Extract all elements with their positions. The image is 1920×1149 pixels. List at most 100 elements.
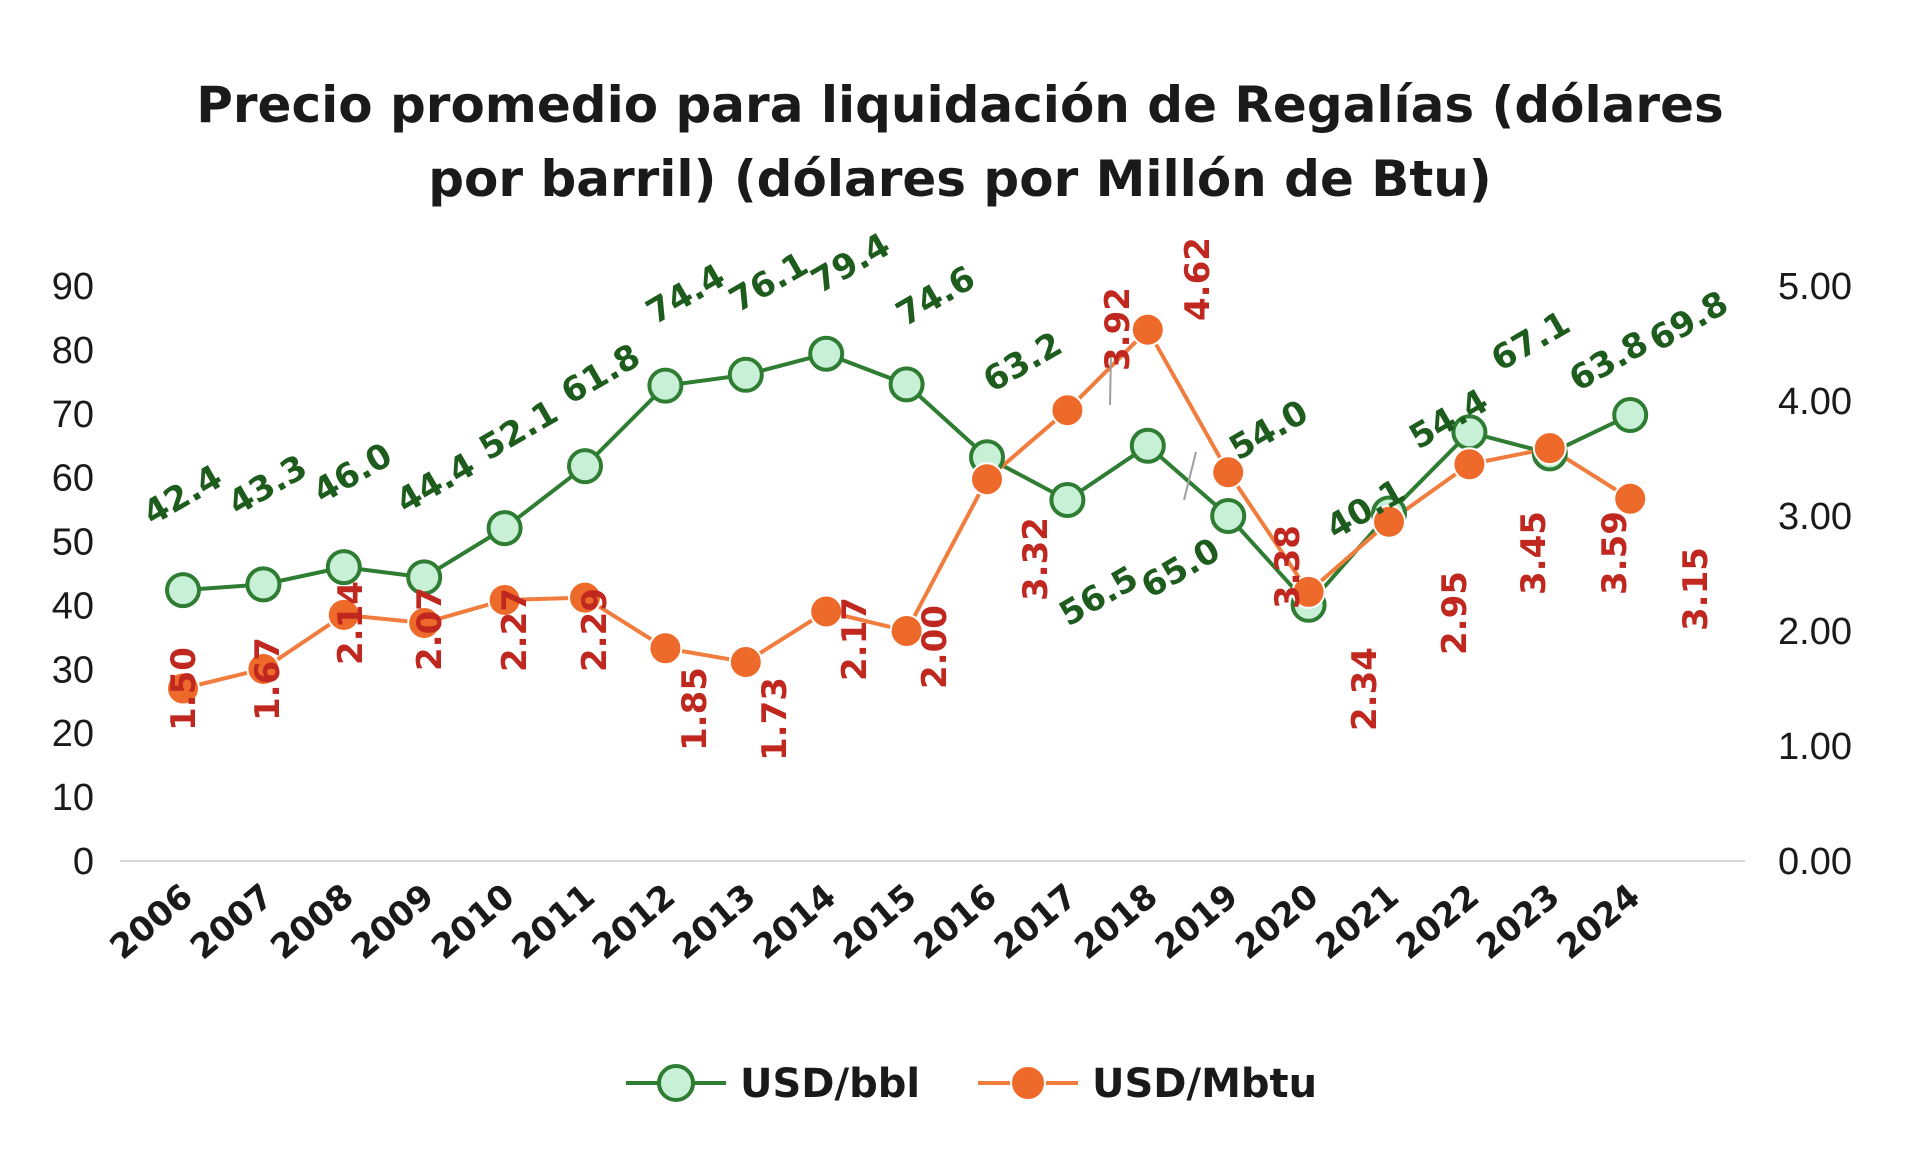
marker-usd-bbl: [567, 448, 603, 485]
marker-usd-mbtu: [1050, 393, 1085, 428]
data-label-usd-mbtu: 2.95: [1435, 571, 1475, 655]
data-label-usd-bbl: 69.8: [1643, 283, 1736, 360]
y-left-tick-label: 70: [52, 394, 94, 436]
chart-title-line-1: Precio promedio para liquidación de Rega…: [196, 76, 1724, 134]
data-label-usd-bbl: 74.4: [640, 256, 733, 333]
x-tick-label: 2017: [987, 876, 1085, 967]
legend-item-usd-bbl: USD/bbl: [626, 1061, 920, 1107]
data-label-usd-mbtu: 2.14: [331, 581, 371, 665]
marker-usd-mbtu: [809, 594, 844, 629]
x-tick-label: 2007: [183, 876, 281, 967]
data-label-usd-mbtu: 1.67: [248, 637, 288, 721]
y-left-tick-label: 0: [73, 841, 94, 883]
legend-marker-usd-mbtu: [1010, 1065, 1046, 1101]
data-label-usd-mbtu: 2.07: [410, 587, 450, 671]
marker-usd-bbl: [1210, 498, 1247, 534]
y-left-tick-label: 30: [52, 649, 94, 691]
marker-usd-mbtu: [728, 645, 763, 680]
y-right-tick-label: 2.00: [1778, 611, 1852, 653]
data-label-usd-mbtu: 2.17: [835, 597, 875, 681]
x-tick-label: 2013: [665, 876, 763, 967]
marker-usd-bbl: [165, 572, 201, 609]
y-left-tick-label: 10: [52, 777, 94, 819]
data-label-usd-mbtu: 3.45: [1514, 511, 1554, 595]
data-label-usd-mbtu: 1.85: [675, 667, 715, 751]
x-tick-label: 2024: [1550, 876, 1648, 967]
marker-usd-mbtu: [166, 671, 200, 706]
legend-label-usd-bbl: USD/bbl: [740, 1061, 920, 1107]
x-tick-label: 2016: [907, 876, 1005, 967]
data-label-usd-mbtu: 3.32: [1016, 517, 1056, 601]
marker-usd-mbtu: [246, 651, 281, 686]
marker-usd-bbl: [406, 559, 443, 596]
data-label-usd-mbtu: 3.92: [1098, 287, 1138, 371]
data-label-usd-mbtu: 2.27: [495, 588, 535, 672]
marker-usd-bbl: [486, 510, 523, 547]
data-label-usd-bbl: 61.8: [555, 336, 648, 413]
data-label-usd-bbl: 79.4: [805, 225, 898, 302]
data-label-usd-mbtu: 1.50: [164, 647, 204, 731]
marker-usd-bbl: [727, 356, 764, 393]
y-right-tick-label: 5.00: [1778, 266, 1852, 308]
marker-usd-bbl: [647, 367, 684, 404]
data-label-usd-bbl: 54.0: [1223, 392, 1316, 469]
y-left-tick-label: 90: [52, 266, 94, 308]
x-tick-label: 2018: [1067, 876, 1165, 967]
x-tick-label: 2014: [746, 876, 844, 967]
marker-usd-mbtu: [407, 605, 442, 640]
marker-usd-bbl: [245, 566, 282, 603]
data-label-usd-mbtu: 2.34: [1345, 647, 1385, 731]
marker-usd-bbl: [1049, 482, 1086, 519]
data-label-usd-bbl: 42.4: [137, 457, 230, 534]
data-label-usd-bbl: 63.2: [977, 324, 1070, 401]
marker-usd-mbtu: [1613, 481, 1648, 516]
x-tick-label: 2006: [103, 876, 201, 967]
marker-usd-mbtu: [1372, 504, 1406, 539]
data-label-usd-bbl: 40.1: [1320, 471, 1413, 548]
data-label-usd-bbl: 76.1: [723, 244, 816, 321]
x-tick-label: 2019: [1148, 876, 1246, 967]
x-tick-label: 2020: [1228, 876, 1326, 967]
marker-usd-mbtu: [1452, 447, 1487, 482]
y-right-tick-label: 0.00: [1778, 841, 1852, 883]
x-tick-label: 2012: [585, 876, 683, 967]
legend-marker-usd-bbl: [657, 1064, 695, 1102]
marker-usd-mbtu: [889, 614, 924, 648]
marker-usd-bbl: [808, 335, 845, 372]
marker-usd-bbl: [325, 549, 362, 586]
x-tick-label: 2023: [1469, 876, 1567, 967]
x-tick-label: 2011: [505, 876, 603, 967]
data-label-usd-mbtu: 2.29: [575, 588, 615, 672]
y-left-tick-label: 40: [52, 585, 94, 627]
chart-title: Precio promedio para liquidación de Rega…: [0, 68, 1920, 216]
y-left-tick-label: 80: [52, 330, 94, 372]
chart-title-line-2: por barril) (dólares por Millón de Btu): [428, 150, 1492, 208]
y-right-tick-label: 3.00: [1778, 496, 1852, 538]
legend-label-usd-mbtu: USD/Mbtu: [1092, 1061, 1317, 1107]
marker-usd-mbtu: [568, 580, 602, 615]
marker-usd-mbtu: [1211, 455, 1246, 490]
y-right-tick-label: 4.00: [1778, 381, 1852, 423]
leader-line: [1109, 351, 1112, 406]
data-label-usd-bbl: 54.4: [1403, 381, 1496, 458]
marker-usd-mbtu: [970, 462, 1004, 497]
marker-usd-bbl: [1612, 397, 1649, 434]
data-label-usd-bbl: 52.1: [473, 392, 566, 469]
x-tick-label: 2021: [1309, 876, 1407, 967]
x-tick-label: 2022: [1389, 876, 1487, 967]
x-tick-label: 2010: [424, 876, 522, 967]
marker-usd-mbtu: [1532, 431, 1567, 466]
data-label-usd-mbtu: 3.15: [1676, 547, 1716, 631]
data-label-usd-mbtu: 3.38: [1268, 525, 1308, 609]
data-label-usd-bbl: 46.0: [307, 435, 400, 512]
marker-usd-mbtu: [487, 582, 522, 617]
x-tick-label: 2015: [826, 876, 924, 967]
marker-usd-mbtu: [648, 631, 683, 666]
data-label-usd-bbl: 56.5: [1053, 558, 1146, 635]
marker-usd-bbl: [888, 366, 925, 403]
data-label-usd-bbl: 44.4: [390, 445, 483, 522]
y-left-tick-label: 50: [52, 522, 94, 564]
y-left-tick-label: 60: [52, 458, 94, 500]
y-left-tick-label: 20: [52, 713, 94, 755]
